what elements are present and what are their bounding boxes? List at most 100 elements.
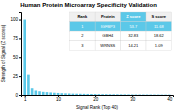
table-cell xyxy=(121,22,146,32)
bar xyxy=(42,92,45,95)
bar xyxy=(49,92,52,95)
tick-label: 1 xyxy=(24,97,27,102)
bar xyxy=(86,94,89,95)
table-text: 1.09 xyxy=(155,43,164,48)
bar xyxy=(131,94,134,95)
table-cell xyxy=(121,31,146,41)
tick: 10 xyxy=(56,95,62,102)
bar xyxy=(105,94,108,95)
tick-mark xyxy=(19,20,21,21)
title: Human Protein Microarray Specificity Val… xyxy=(20,2,157,8)
bar xyxy=(157,94,160,95)
bar xyxy=(153,94,156,95)
table-header: Protein xyxy=(101,14,115,19)
table-text: 3 xyxy=(81,43,84,48)
bar xyxy=(75,94,78,95)
bar xyxy=(72,94,75,95)
tick: 100 xyxy=(10,17,21,22)
bar xyxy=(149,94,152,95)
y-axis: 0 25 50 75 100 xyxy=(10,13,21,98)
bar xyxy=(135,94,138,95)
bar xyxy=(127,94,130,95)
table-text: GBH4 xyxy=(102,33,114,38)
bar xyxy=(94,94,97,95)
table-header: S score xyxy=(152,14,167,19)
table-header: Z score xyxy=(126,14,141,19)
tick-label: 10 xyxy=(56,97,62,102)
table-cell xyxy=(121,41,146,51)
tick-label: 40 xyxy=(167,97,173,102)
table-text: WRNSS xyxy=(100,43,115,48)
tick-mark xyxy=(19,38,21,39)
table-cell xyxy=(95,41,120,51)
tick: 25 xyxy=(13,74,21,79)
y-axis-title: Strength of Signal (Z scores) xyxy=(1,24,6,82)
bar xyxy=(38,91,41,95)
table-header-cell xyxy=(70,12,95,22)
plot: 0 25 50 75 100 1 10 20 30 40 Rank Protein Z score S s… xyxy=(10,12,173,102)
bar xyxy=(79,94,82,95)
tick-mark xyxy=(19,95,21,96)
tick-label: 25 xyxy=(13,74,19,79)
x-axis-title: Signal Rank (Top 40) xyxy=(76,105,119,110)
bar xyxy=(46,92,49,95)
table-cell xyxy=(146,22,171,32)
table-text: 53.7 xyxy=(129,24,138,29)
table-header-cell xyxy=(121,12,146,22)
table-header-cell xyxy=(95,12,120,22)
tick-mark xyxy=(19,57,21,58)
table-text: 18.62 xyxy=(154,33,165,38)
table-cell xyxy=(146,41,171,51)
bars xyxy=(23,20,170,95)
tick-mark xyxy=(19,76,21,77)
table-text: 2 xyxy=(81,33,84,38)
bar xyxy=(60,93,63,95)
axis-line xyxy=(19,13,22,96)
chart: Human Protein Microarray Specificity Val… xyxy=(0,0,177,111)
tick: 1 xyxy=(24,95,27,102)
table-cell xyxy=(70,31,95,41)
bar xyxy=(112,94,115,95)
bar xyxy=(161,94,164,95)
table-header-cell xyxy=(146,12,171,22)
tick-label: 100 xyxy=(10,17,18,22)
bar xyxy=(116,94,119,95)
table-text: 32.83 xyxy=(128,33,139,38)
table-cell xyxy=(146,31,171,41)
bar xyxy=(168,94,171,95)
table-cell xyxy=(70,41,95,51)
table-text: 11.68 xyxy=(154,24,164,29)
bar xyxy=(101,94,104,95)
table-cell xyxy=(70,22,95,32)
tick: 40 xyxy=(167,95,173,102)
tick: 50 xyxy=(13,55,21,60)
bar xyxy=(109,94,112,95)
bar xyxy=(83,94,86,95)
bar xyxy=(142,94,145,95)
bar xyxy=(164,94,167,95)
tick: 0 xyxy=(15,93,21,98)
bar xyxy=(68,93,71,95)
tick-label: 20 xyxy=(93,97,99,102)
table-text: IGFBP3 xyxy=(101,24,116,29)
tick: 30 xyxy=(130,95,136,102)
tick: 75 xyxy=(13,36,21,41)
bar xyxy=(124,94,127,95)
table-header: Rank xyxy=(77,14,88,19)
tick-label: 75 xyxy=(13,36,19,41)
bar xyxy=(138,94,141,95)
table-cell xyxy=(95,22,120,32)
table-text: 1 xyxy=(81,24,84,29)
table-text: 14.21 xyxy=(128,43,139,48)
bar xyxy=(120,94,123,95)
tick-label: 30 xyxy=(130,97,136,102)
bar xyxy=(57,93,60,95)
bar xyxy=(23,20,26,95)
tick: 20 xyxy=(93,95,99,102)
bar xyxy=(90,94,93,95)
tick-label: 0 xyxy=(15,93,18,98)
x-axis: 1 10 20 30 40 xyxy=(22,95,174,102)
bar xyxy=(35,90,38,95)
tick-label: 50 xyxy=(13,55,19,60)
bar xyxy=(146,94,149,95)
